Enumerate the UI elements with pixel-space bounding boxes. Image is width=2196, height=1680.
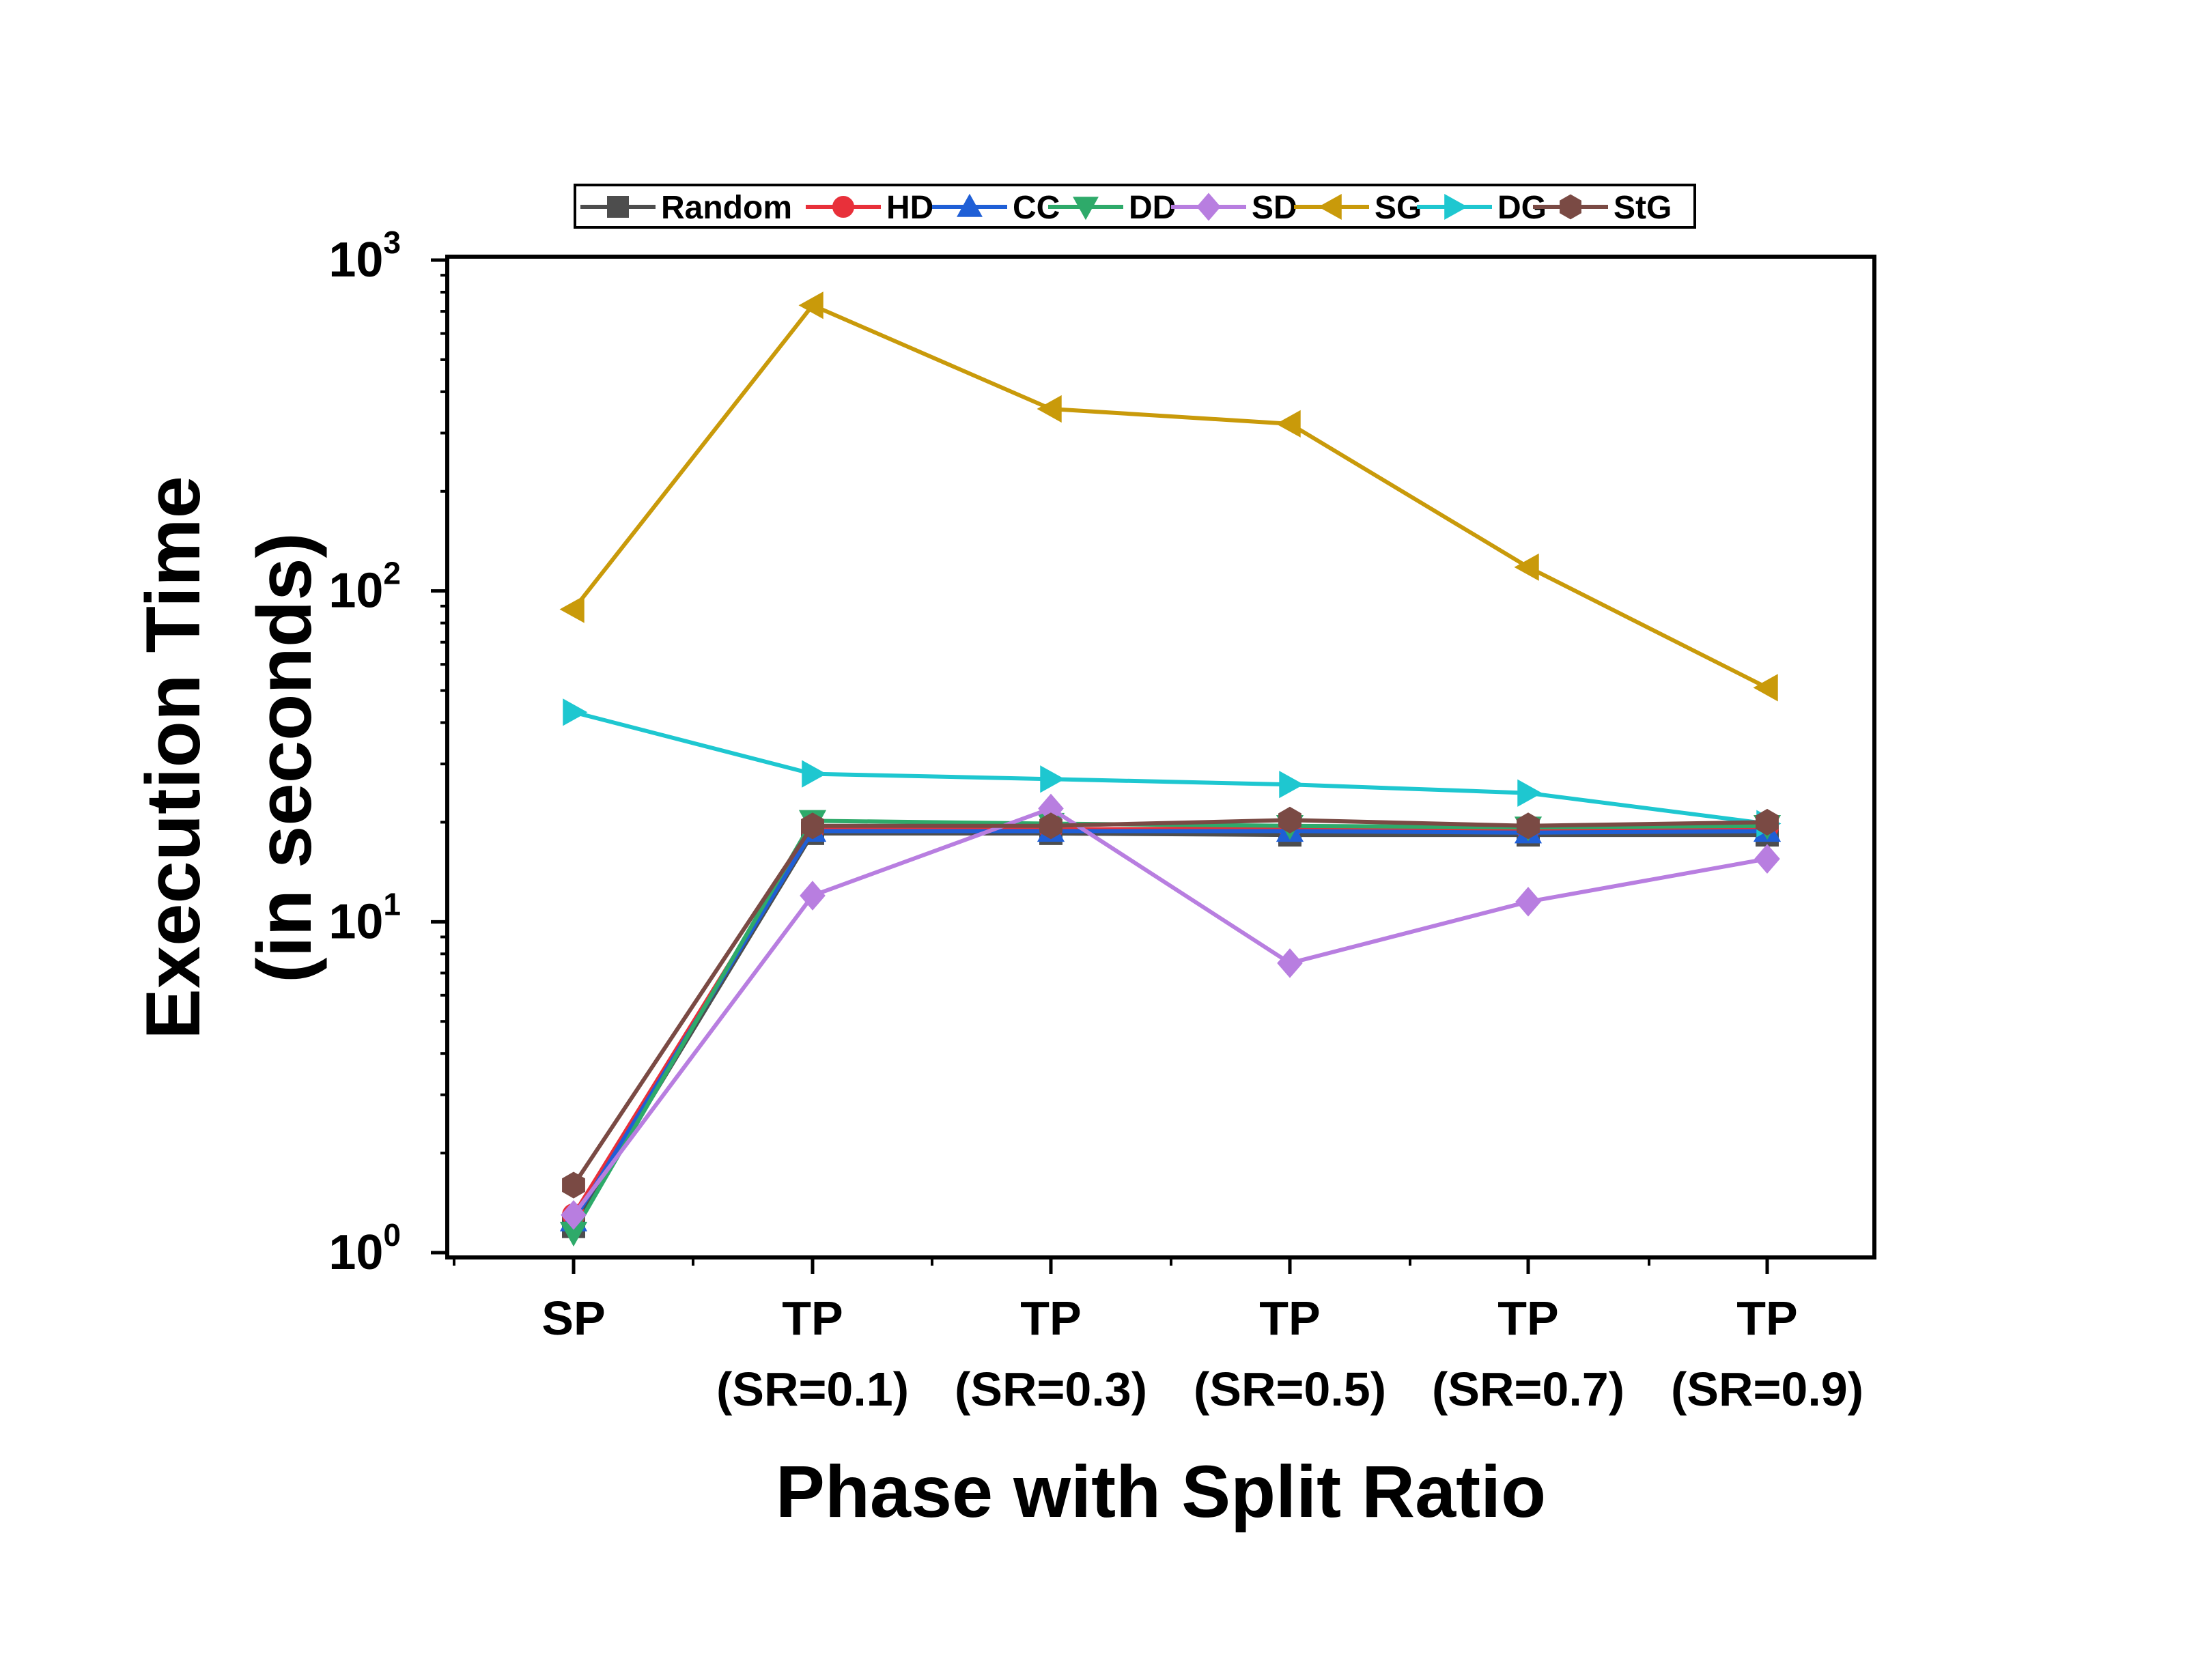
legend-item-dd: DD [1048,190,1176,226]
legend-item-hd: HD [806,190,933,226]
data-point-stg-3 [1278,806,1301,834]
data-point-dg-0 [563,698,588,726]
plot-area-frame [445,255,1876,1259]
data-point-sd-4 [1515,887,1541,917]
legend-marker-random [607,196,629,218]
x-axis: SP TP (SR=0.1) TP (SR=0.3) TP (SR=0.5) TP (SR=0.… [453,1257,1863,1416]
legend-marker-sd [1196,193,1221,221]
series-layer [559,291,1782,1247]
data-point-dg-3 [1279,771,1304,799]
legend-marker-dd [1073,197,1099,220]
series-hd [562,815,1779,1227]
series-line-sg [572,303,1769,690]
legend-label-sg: SG [1375,190,1422,226]
legend-marker-dg [1444,194,1468,220]
series-cc [559,816,1782,1231]
series-dg [563,698,1782,838]
data-point-sg-5 [1753,674,1778,702]
data-point-sg-0 [559,595,585,623]
legend-marker-sg [1318,194,1342,220]
y-axis-title-line-1: Execution Time [130,476,216,1040]
legend-label-sd: SD [1252,190,1297,226]
legend-marker-stg [1560,194,1581,220]
series-line-dg [573,710,1768,826]
data-point-sg-1 [798,291,824,319]
y-tick-label-3: 103 [328,225,401,287]
legend-marker-cc [957,193,983,217]
legend-item-sg: SG [1294,190,1422,226]
legend: Random HD CC DD SD SG DG StG [574,184,1696,229]
data-point-sd-3 [1277,948,1303,978]
legend-label-stg: StG [1614,190,1672,226]
series-line-stg [572,818,1768,1186]
y-tick-label-2: 102 [328,556,401,618]
x-axis-title: Phase with Split Ratio [776,1450,1546,1533]
data-point-dg-2 [1040,765,1065,793]
data-point-stg-4 [1517,812,1540,840]
legend-label-random: Random [661,190,792,226]
series-line-sd [572,806,1768,1216]
data-point-sd-5 [1754,844,1780,874]
legend-item-dg: DG [1417,190,1547,226]
legend-item-random: Random [580,190,792,226]
series-stg [562,806,1779,1199]
legend-marker-hd [832,196,854,218]
y-axis-title-line-2: (in seconds) [242,532,327,983]
data-point-stg-1 [801,812,824,840]
legend-item-sd: SD [1171,190,1297,226]
data-point-stg-5 [1756,808,1779,836]
x-tick-label-3-1: (SR=0.5) [1194,1363,1386,1416]
data-point-stg-2 [1039,812,1062,840]
x-tick-label-3-0: TP [1259,1292,1320,1345]
series-line-cc [572,829,1768,1222]
x-tick-label-2-0: TP [1020,1292,1081,1345]
y-tick-label-1: 101 [328,886,401,949]
axis-titles: Phase with Split Ratio Execution Time (in … [130,476,1546,1533]
data-point-dg-4 [1517,779,1543,807]
x-tick-label-1-0: TP [782,1292,843,1345]
x-tick-label-2-1: (SR=0.3) [955,1363,1147,1416]
x-tick-label-5-0: TP [1736,1292,1797,1345]
series-sd [561,793,1780,1230]
x-tick-label-4-0: TP [1497,1292,1558,1345]
legend-label-hd: HD [886,190,933,226]
series-sg [559,291,1778,702]
data-point-sg-2 [1037,395,1062,423]
y-axis: 100 101 102 103 [328,225,447,1280]
data-point-sg-3 [1276,410,1301,438]
legend-item-stg: StG [1533,190,1672,226]
data-point-sd-1 [800,881,826,911]
legend-box [574,184,1696,229]
data-point-stg-0 [562,1171,585,1199]
data-point-sg-4 [1514,553,1539,581]
series-line-dd [572,818,1768,1234]
x-tick-label-1-1: (SR=0.1) [716,1363,909,1416]
x-tick-label-0-0: SP [541,1292,605,1345]
data-point-sd-0 [561,1200,587,1230]
x-tick-label-4-1: (SR=0.7) [1432,1363,1624,1416]
legend-label-dd: DD [1129,190,1176,226]
x-tick-label-5-1: (SR=0.9) [1671,1363,1863,1416]
series-dd [559,810,1782,1247]
y-tick-label-0: 100 [328,1217,401,1280]
data-point-dg-1 [802,760,827,788]
